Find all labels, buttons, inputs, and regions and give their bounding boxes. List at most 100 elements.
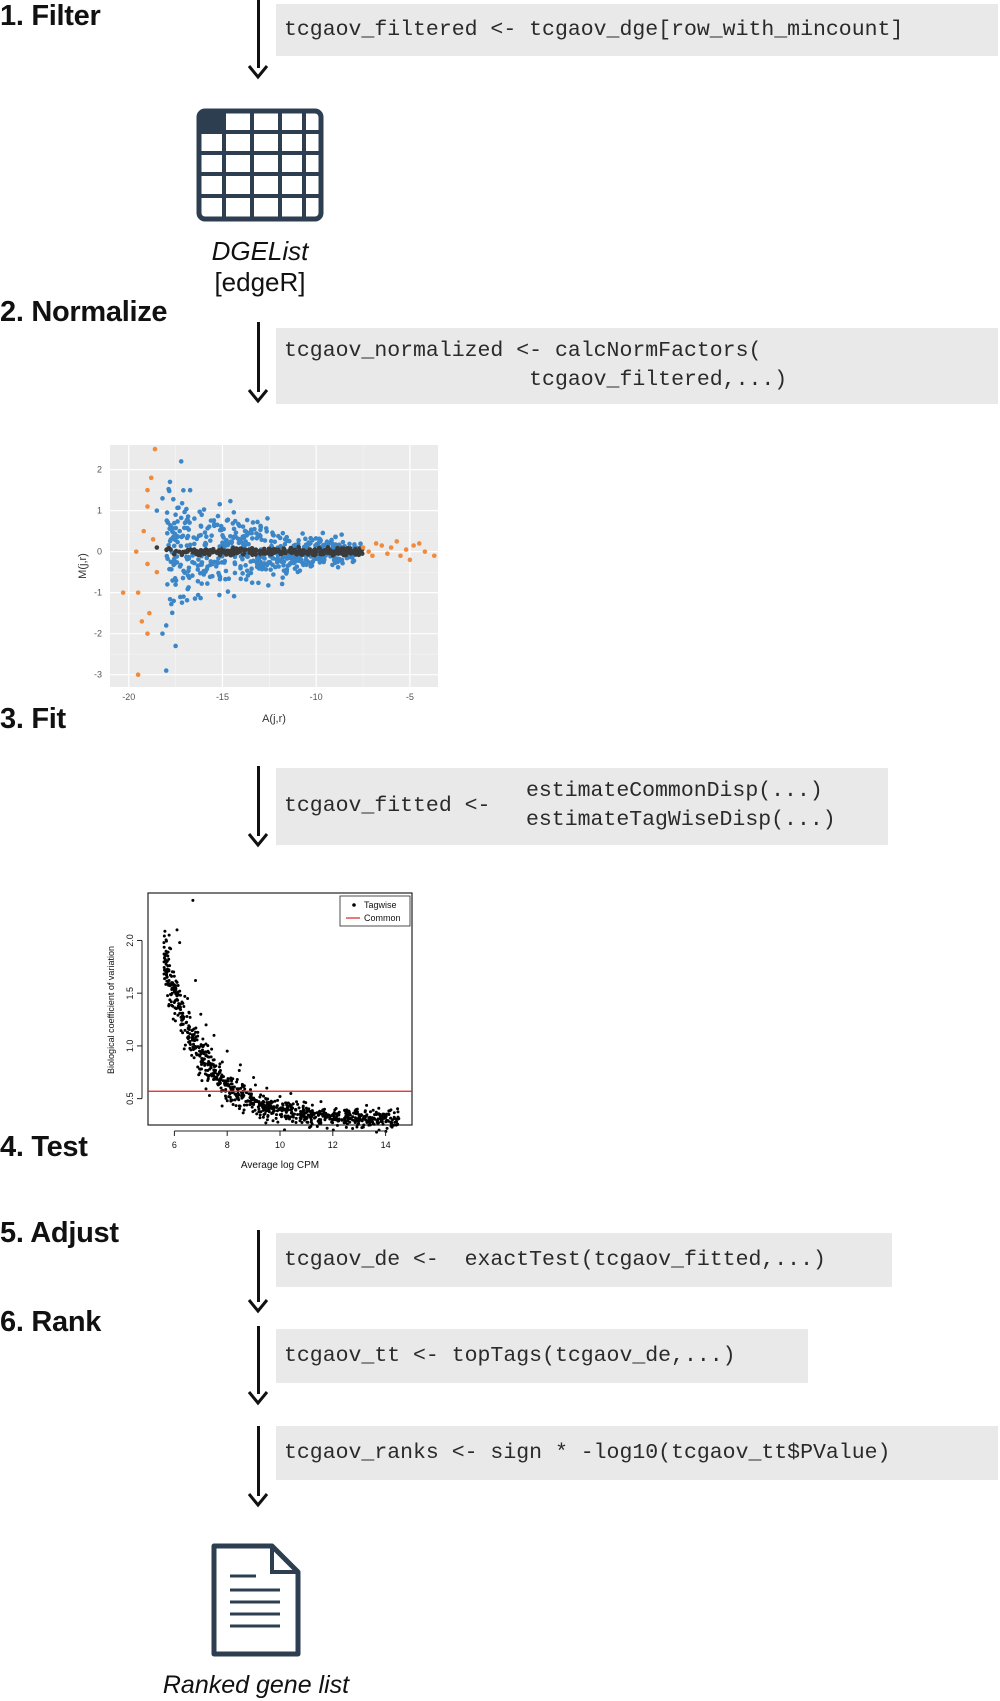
bcv-point (192, 1042, 196, 1046)
bcv-point-tagwise (384, 1116, 388, 1120)
bcv-point (294, 1107, 298, 1111)
bcv-point (203, 1072, 207, 1076)
ma-point (352, 542, 357, 547)
bcv-point (242, 1084, 246, 1088)
ma-point (178, 515, 184, 521)
ma-point (284, 567, 290, 572)
ma-point (184, 535, 190, 541)
bcv-point (395, 1123, 399, 1127)
ma-point (240, 556, 245, 562)
ma-point (314, 556, 320, 562)
bcv-point (224, 1096, 228, 1100)
bcv-point (274, 1113, 278, 1117)
bcv-point (330, 1120, 334, 1124)
ma-point (339, 549, 345, 555)
ma-point (244, 517, 250, 523)
bcv-point (165, 975, 169, 979)
ma-point (212, 523, 217, 529)
ma-point (190, 559, 195, 565)
bcv-point (163, 977, 167, 981)
ma-point (217, 574, 223, 580)
ma-point (244, 533, 250, 538)
ma-point (339, 557, 345, 563)
bcv-point (211, 1058, 215, 1062)
ma-point-blue (163, 623, 169, 628)
bcv-x-tick-label: 10 (275, 1140, 285, 1150)
bcv-point (255, 1099, 259, 1103)
ma-point (192, 596, 198, 601)
ma-point (332, 560, 338, 566)
bcv-point-tagwise (331, 1112, 335, 1116)
legend-tagwise-marker (352, 903, 356, 907)
ma-point-blue (178, 459, 184, 464)
bcv-point (176, 992, 180, 996)
bcv-point (249, 1088, 253, 1092)
bcv-point (207, 1055, 211, 1059)
ma-point (202, 530, 208, 535)
bcv-point (178, 993, 182, 997)
ma-point (296, 538, 301, 543)
bcv-point (185, 1014, 189, 1018)
code-normalize-line-2: tcgaov_filtered,...) (284, 368, 788, 392)
ma-point (221, 535, 226, 540)
bcv-point (357, 1112, 361, 1116)
bcv-point (276, 1098, 280, 1102)
bcv-point (192, 1056, 196, 1060)
bcv-point (321, 1109, 325, 1113)
bcv-point (226, 1077, 230, 1081)
bcv-point (317, 1121, 321, 1125)
ma-point (215, 513, 221, 519)
code-fit: tcgaov_fitted <- estimateCommonDisp(...)… (276, 768, 888, 845)
ma-point-orange (120, 590, 126, 595)
ma-point (232, 560, 238, 565)
ma-point (181, 488, 186, 493)
ma-point (274, 557, 279, 562)
ma-point (198, 532, 204, 538)
ma-point (178, 562, 184, 568)
bcv-point (287, 1115, 291, 1119)
ma-point (295, 569, 301, 575)
bcv-point (363, 1110, 367, 1114)
ma-point (225, 589, 231, 594)
code-filter-line-1: tcgaov_filtered <- tcgaov_dge[row_with_m… (284, 18, 904, 42)
arrow-adjust (246, 1326, 270, 1406)
bcv-point (296, 1112, 300, 1116)
bcv-point (319, 1100, 323, 1104)
bcv-point (271, 1119, 275, 1123)
ma-point (335, 564, 341, 570)
ma-point (262, 549, 268, 555)
ma-point (171, 496, 176, 502)
bcv-point (258, 1095, 262, 1099)
bcv-point (260, 1101, 264, 1105)
bcv-point (276, 1120, 280, 1124)
ma-point-dark (154, 545, 160, 550)
bcv-point (377, 1112, 381, 1116)
bcv-point-tagwise (164, 968, 168, 972)
bcv-point (253, 1108, 257, 1112)
ma-point (212, 559, 217, 565)
bcv-point (381, 1122, 385, 1126)
ma-x-tick-label: -20 (122, 692, 135, 702)
ma-point (201, 507, 207, 512)
bcv-point (280, 1112, 284, 1116)
bcv-point (346, 1119, 350, 1123)
ma-point (318, 556, 324, 562)
bcv-point (188, 1043, 192, 1047)
bcv-point (188, 1025, 192, 1029)
bcv-point (291, 1115, 295, 1119)
bcv-point (224, 1087, 228, 1091)
bcv-point (360, 1126, 364, 1130)
ma-point (198, 562, 203, 567)
ma-point-orange (411, 543, 416, 548)
bcv-point (169, 1000, 173, 1004)
bcv-x-tick-label: 14 (381, 1140, 391, 1150)
ma-point-blue (163, 668, 169, 673)
bcv-point (238, 1104, 242, 1108)
ma-point (184, 543, 190, 548)
ma-point (186, 585, 191, 590)
ma-point (186, 527, 192, 532)
ma-point (191, 535, 196, 540)
ma-point (182, 509, 187, 515)
bcv-point (355, 1110, 359, 1114)
ma-point (182, 570, 187, 575)
